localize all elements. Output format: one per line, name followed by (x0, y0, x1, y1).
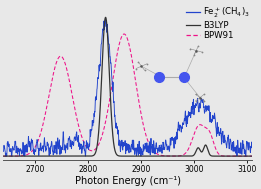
X-axis label: Photon Energy (cm⁻¹): Photon Energy (cm⁻¹) (75, 176, 181, 186)
Legend: Fe$_2^+$(CH$_4$)$_3$, B3LYP, BPW91: Fe$_2^+$(CH$_4$)$_3$, B3LYP, BPW91 (185, 5, 250, 41)
